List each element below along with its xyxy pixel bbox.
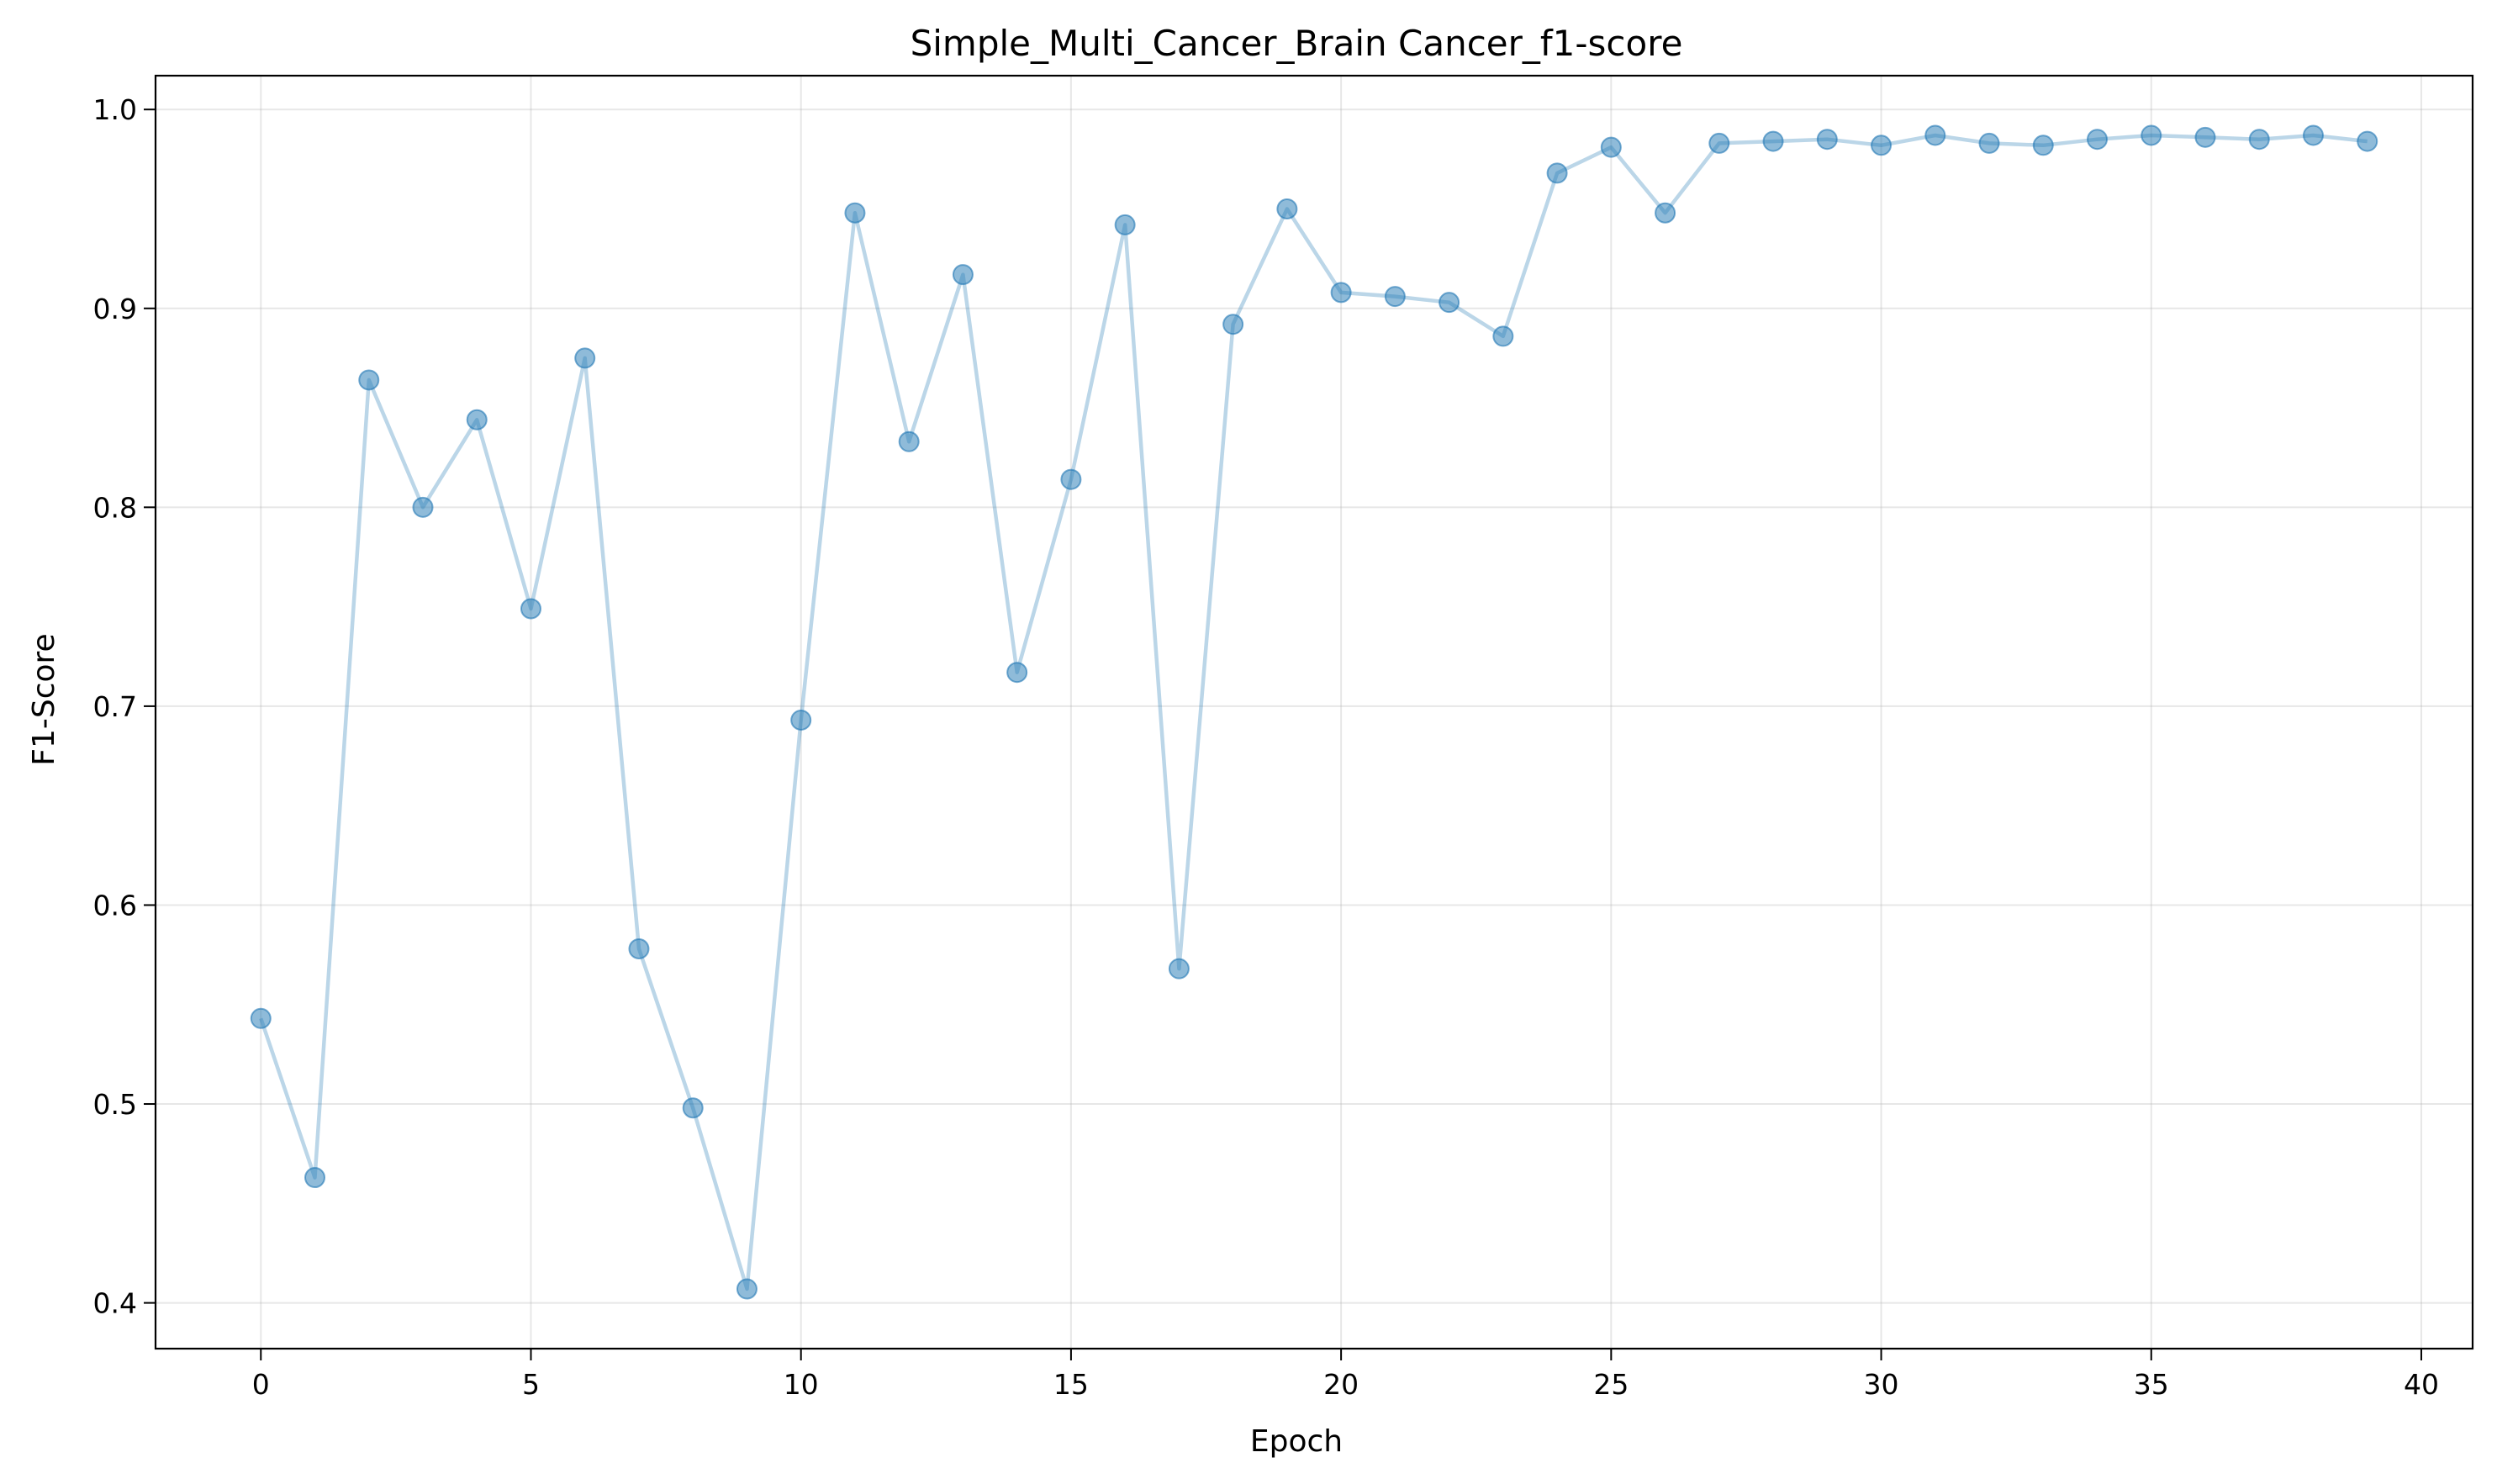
data-point	[1276, 198, 1298, 219]
y-axis-label: F1-Score	[27, 633, 61, 765]
data-point	[952, 264, 974, 286]
x-tick-label: 20	[1323, 1368, 1359, 1401]
y-tick-label: 0.4	[93, 1287, 137, 1320]
data-point	[1924, 124, 1946, 146]
x-tick-label: 15	[1053, 1368, 1089, 1401]
y-tick-label: 0.8	[93, 491, 137, 524]
plot-frame	[154, 74, 2474, 1350]
data-point	[1655, 202, 1676, 224]
data-point	[2141, 124, 2162, 146]
x-tick-label: 0	[252, 1368, 270, 1401]
data-point	[412, 496, 434, 518]
data-point	[250, 1007, 272, 1029]
data-point	[2087, 129, 2109, 151]
data-point	[1114, 214, 1136, 235]
data-point	[898, 430, 920, 452]
data-point	[2032, 135, 2054, 156]
data-point	[466, 409, 488, 430]
data-point	[1871, 135, 1893, 156]
x-tick-label: 5	[522, 1368, 540, 1401]
series-layer	[250, 124, 2378, 1300]
data-point	[682, 1097, 704, 1119]
data-point	[304, 1167, 326, 1189]
data-point	[790, 709, 812, 731]
x-tick-label: 10	[784, 1368, 819, 1401]
data-point	[1330, 282, 1352, 304]
data-point	[1006, 662, 1028, 684]
data-point	[1600, 136, 1622, 158]
grid	[156, 76, 2473, 1349]
data-point	[1762, 130, 1784, 152]
y-tick-label: 0.9	[93, 293, 137, 325]
data-point	[1708, 132, 1730, 154]
data-point	[844, 202, 866, 224]
y-tick-label: 0.6	[93, 889, 137, 922]
x-tick-label: 40	[2404, 1368, 2439, 1401]
ticks: 0 5 10 15 20 25 30 35 40 0.4 0.5 0.6 0.7 0.8 0.9 1.0	[93, 93, 2439, 1401]
y-tick-label: 1.0	[93, 93, 137, 126]
series-line	[259, 133, 2368, 1291]
data-point	[2194, 126, 2216, 148]
data-point	[1978, 132, 2000, 154]
x-axis-label: Epoch	[1250, 1424, 1343, 1459]
data-point	[358, 369, 380, 391]
x-tick-label: 25	[1593, 1368, 1629, 1401]
chart-title: Simple_Multi_Cancer_Brain Cancer_f1-scor…	[911, 23, 1683, 64]
data-point	[1546, 162, 1568, 184]
data-point	[1492, 325, 1514, 347]
data-point	[628, 938, 650, 960]
data-point	[736, 1278, 758, 1300]
data-point	[1384, 286, 1406, 308]
data-point	[1222, 314, 1244, 335]
data-point	[2357, 130, 2378, 152]
data-point	[1060, 468, 1082, 490]
data-point	[2248, 129, 2270, 151]
x-tick-label: 30	[1864, 1368, 1899, 1401]
data-point	[1168, 958, 1190, 980]
data-point	[520, 598, 541, 620]
x-tick-label: 35	[2134, 1368, 2169, 1401]
data-point	[1439, 292, 1460, 314]
data-point	[1816, 129, 1838, 151]
data-point	[574, 347, 596, 369]
y-tick-label: 0.5	[93, 1088, 137, 1121]
y-tick-label: 0.7	[93, 690, 137, 723]
data-point	[2302, 124, 2324, 146]
